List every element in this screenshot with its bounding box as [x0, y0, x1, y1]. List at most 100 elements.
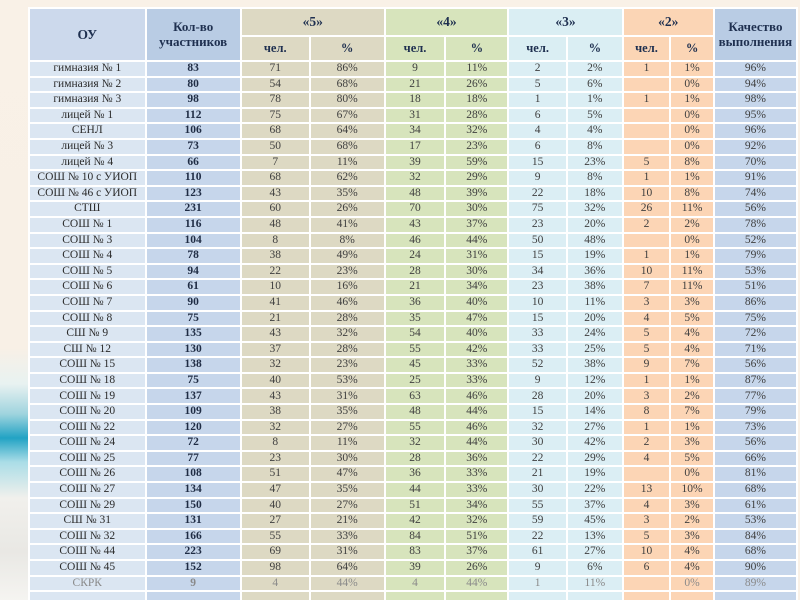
grade5-count-cell: 21 [241, 311, 309, 326]
grade5-count-cell: 40 [241, 373, 309, 388]
grade5-count-cell: 4 [241, 576, 309, 591]
grade2-count-cell: 5 [623, 327, 670, 341]
grade4-percent-cell: 46% [446, 420, 508, 435]
grade4-count-cell: 24 [385, 249, 445, 263]
grade5-percent-cell: 11% [310, 436, 384, 450]
grade4-count-cell: 39 [385, 155, 445, 170]
quality-cell: 53% [714, 514, 796, 528]
grade4-count-cell: 25 [385, 373, 445, 388]
school-name-cell: СТШ [30, 202, 145, 216]
grade5-percent-cell: 23% [310, 358, 384, 372]
grade3-percent-cell: 19% [567, 249, 622, 263]
participants-cell: 109 [146, 405, 240, 419]
grade5-count-cell: 40 [241, 498, 309, 513]
grade3-percent-cell: 8% [567, 171, 622, 185]
grade3-percent-cell: 38% [567, 280, 622, 294]
grade4-percent-cell: 40% [446, 327, 508, 341]
grade2-count-cell: 2 [623, 436, 670, 450]
grade2-count-cell: 5 [623, 529, 670, 544]
quality-cell: 61% [714, 498, 796, 513]
participants-cell: 152 [146, 561, 240, 575]
school-name-cell: СОШ № 45 [30, 561, 145, 575]
grade3-percent-cell: 11% [567, 576, 622, 591]
grade2-count-cell: 10 [623, 186, 670, 201]
grade4-percent-cell: 40% [446, 295, 508, 310]
grade4-percent-cell: 59% [446, 155, 508, 170]
quality-cell: 68% [714, 483, 796, 497]
grade3-count-cell: 1 [509, 576, 566, 591]
grade3-percent-cell: 32% [567, 202, 622, 216]
school-name-cell: СОШ № 10 с УИОП [30, 171, 145, 185]
school-name-cell: СОШ № 19 [30, 389, 145, 404]
participants-cell: 83 [146, 62, 240, 76]
quality-cell: 51% [714, 280, 796, 294]
grade4-count-cell: 46 [385, 233, 445, 248]
grade4-count-cell: 35 [385, 311, 445, 326]
grade2-count-cell: 4 [623, 311, 670, 326]
grade4-percent-cell: 11% [446, 62, 508, 76]
grade4-percent-cell: 42% [446, 342, 508, 357]
grade5-count-cell: 75 [241, 108, 309, 123]
grade5-percent-cell: 64% [310, 124, 384, 138]
subheader-grade5-people: чел. [241, 37, 309, 60]
school-name-cell: СШ № 31 [30, 514, 145, 528]
grade4-percent-cell: 46% [446, 389, 508, 404]
school-name-cell: СОШ № 6 [30, 280, 145, 294]
grade5-count-cell: 38 [241, 405, 309, 419]
grade4-count-cell: 36 [385, 295, 445, 310]
quality-cell: 71% [714, 342, 796, 357]
grade3-percent-cell [567, 592, 622, 600]
grade5-count-cell: 51 [241, 467, 309, 482]
participants-cell: 104 [146, 233, 240, 248]
grade3-percent-cell: 45% [567, 514, 622, 528]
grade5-count-cell: 47 [241, 483, 309, 497]
grade2-count-cell: 1 [623, 93, 670, 107]
grade3-count-cell: 52 [509, 358, 566, 372]
grade5-percent-cell: 16% [310, 280, 384, 294]
school-name-cell [30, 592, 145, 600]
quality-cell: 87% [714, 373, 796, 388]
grade5-percent-cell: 47% [310, 467, 384, 482]
grade3-percent-cell: 24% [567, 327, 622, 341]
school-name-cell: СОШ № 5 [30, 264, 145, 279]
grade3-count-cell: 30 [509, 483, 566, 497]
grade3-count-cell: 9 [509, 373, 566, 388]
results-table: ОУ Кол-во участников «5» «4» «3» «2» Кач… [28, 7, 798, 600]
grade2-percent-cell: 8% [671, 186, 713, 201]
grade2-percent-cell: 3% [671, 529, 713, 544]
grade5-count-cell: 54 [241, 77, 309, 92]
grade3-percent-cell: 5% [567, 108, 622, 123]
grade2-count-cell: 13 [623, 483, 670, 497]
school-name-cell: СЕНЛ [30, 124, 145, 138]
grade4-count-cell: 28 [385, 451, 445, 466]
grade3-count-cell [509, 592, 566, 600]
grade2-count-cell: 2 [623, 217, 670, 232]
grade4-percent-cell: 32% [446, 124, 508, 138]
grade2-percent-cell: 0% [671, 77, 713, 92]
grade2-count-cell: 4 [623, 451, 670, 466]
grade3-percent-cell: 2% [567, 62, 622, 76]
grade4-count-cell: 21 [385, 280, 445, 294]
school-name-cell: СОШ № 25 [30, 451, 145, 466]
grade2-count-cell: 9 [623, 358, 670, 372]
grade2-count-cell: 3 [623, 295, 670, 310]
grade4-percent-cell: 44% [446, 233, 508, 248]
grade5-percent-cell: 44% [310, 576, 384, 591]
grade4-percent-cell: 34% [446, 498, 508, 513]
grade5-count-cell: 32 [241, 358, 309, 372]
table-row: СТШ 231 60 26% 70 30% 75 32% 26 11% 56% [30, 202, 796, 216]
grade2-percent-cell: 1% [671, 171, 713, 185]
table-row: СОШ № 6 61 10 16% 21 34% 23 38% 7 11% 51% [30, 280, 796, 294]
school-name-cell: СОШ № 15 [30, 358, 145, 372]
grade4-count-cell: 54 [385, 327, 445, 341]
subheader-grade4-people: чел. [385, 37, 445, 60]
grade2-percent-cell: 1% [671, 62, 713, 76]
grade3-count-cell: 4 [509, 124, 566, 138]
grade5-percent-cell: 53% [310, 373, 384, 388]
table-row: СШ № 31 131 27 21% 42 32% 59 45% 3 2% 53% [30, 514, 796, 528]
grade5-percent-cell: 35% [310, 186, 384, 201]
table-row: СОШ № 22 120 32 27% 55 46% 32 27% 1 1% 73% [30, 420, 796, 435]
grade3-percent-cell: 27% [567, 420, 622, 435]
grade2-count-cell: 10 [623, 545, 670, 559]
grade2-count-cell: 5 [623, 155, 670, 170]
